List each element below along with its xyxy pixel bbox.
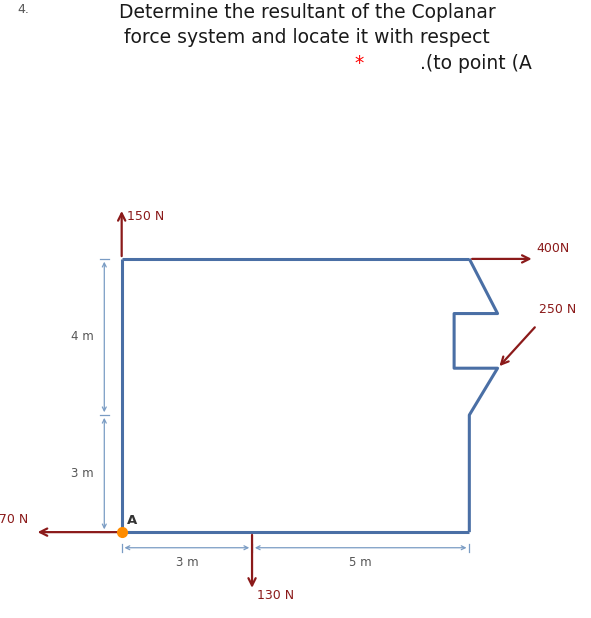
Text: 3 m: 3 m: [176, 556, 198, 569]
Text: Determine the resultant of the Coplanar: Determine the resultant of the Coplanar: [119, 3, 496, 22]
Text: 130 N: 130 N: [257, 589, 294, 602]
Text: 250 N: 250 N: [539, 302, 576, 316]
Text: .(to point (A: .(to point (A: [420, 54, 532, 74]
Text: *: *: [354, 54, 363, 74]
Text: 4.: 4.: [18, 3, 30, 16]
Text: 400N: 400N: [537, 242, 570, 255]
Text: 4 m: 4 m: [71, 331, 93, 344]
Text: 170 N: 170 N: [0, 514, 28, 527]
Text: A: A: [127, 514, 138, 527]
Text: force system and locate it with respect: force system and locate it with respect: [125, 28, 490, 47]
Text: 3 m: 3 m: [71, 467, 93, 480]
Text: 5 m: 5 m: [349, 556, 372, 569]
Text: 150 N: 150 N: [127, 210, 164, 223]
